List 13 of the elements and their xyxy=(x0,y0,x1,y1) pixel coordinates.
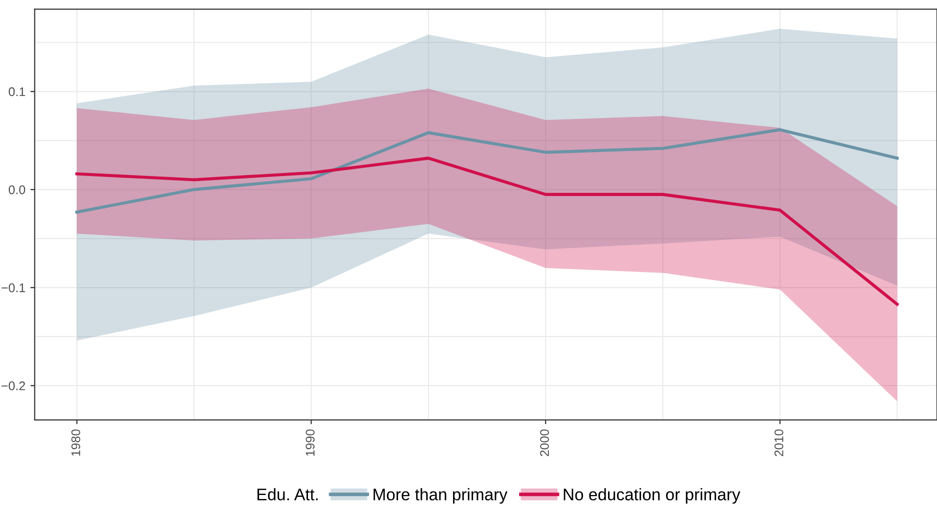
line-series xyxy=(75,156,899,306)
y-tick-label: −0.1 xyxy=(2,283,26,292)
x-tick-label: 2010 xyxy=(774,429,784,456)
legend-label: No education or primary xyxy=(564,488,740,504)
y-tick-label: 0.1 xyxy=(8,87,26,96)
line-series xyxy=(75,128,899,214)
legend-title: Edu. Att. xyxy=(258,488,318,500)
x-tick-label: 1990 xyxy=(306,429,315,456)
legend-label: More than primary xyxy=(374,488,508,504)
y-tick-label: 0.0 xyxy=(8,185,26,194)
x-tick-label: 2000 xyxy=(540,429,549,456)
x-tick-label: 1980 xyxy=(71,429,80,456)
y-tick-label: −0.2 xyxy=(2,381,26,390)
